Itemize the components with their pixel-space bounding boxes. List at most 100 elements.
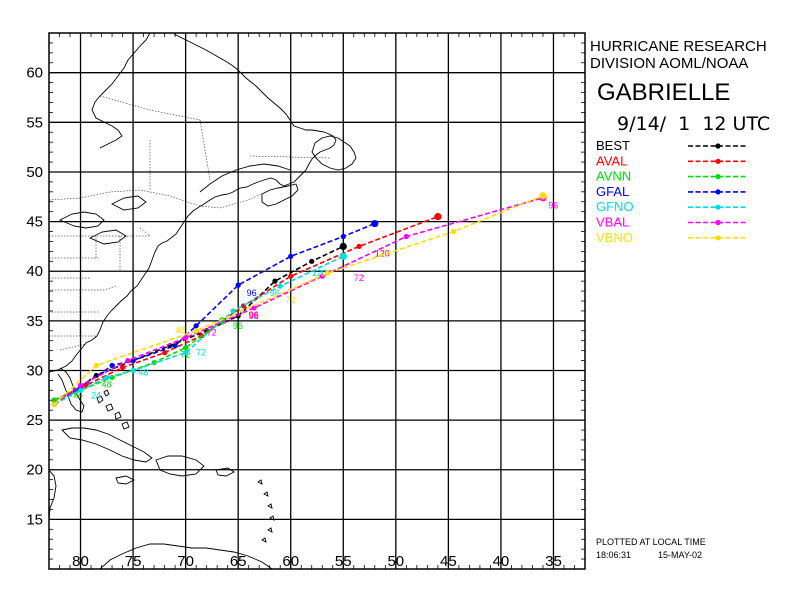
track-point [119,364,126,371]
st-lawrence-coastline [199,163,291,193]
forecast-hour-label: 48 [138,367,148,377]
track-point [51,401,57,407]
canada-province-boundaries [99,95,331,190]
forecast-hour-label: 96 [548,201,558,211]
track-line [53,255,344,405]
lon-tick-label: 45 [440,553,457,570]
track-point [183,345,189,351]
lat-tick-label: 20 [26,462,43,479]
track-endpoint [434,213,442,221]
forecast-hour-label: 24 [91,390,101,400]
legend-entry-vbal: VBAL [596,215,746,230]
forecast-hour-label: 72 [207,328,217,338]
forecast-hour-label: 96 [233,321,243,331]
lon-tick-label: 75 [125,553,142,570]
track-point [125,357,131,364]
track-point [77,382,84,388]
forecast-tracks: 96120244872969624487296120729672964872 [51,192,558,407]
lon-tick-label: 60 [282,553,299,570]
forecast-hour-label: 72 [285,295,295,305]
legend-marker [715,219,721,226]
legend-marker [715,189,721,195]
lon-tick-label: 55 [335,553,352,570]
track-point [183,335,189,341]
legend-label: GFNO [596,199,634,214]
track-point [193,323,199,329]
legend-entry-gfal: GFAL [596,184,746,199]
florida-coastline [57,367,85,413]
forecast-hour-label: 72 [354,273,364,283]
forecast-hour-label: 24 [73,389,83,399]
legend-entry-gfno: GFNO [596,199,746,214]
track-line [53,245,344,401]
legend-marker [715,143,721,149]
cuba-coastline [61,427,153,463]
track-point [288,273,294,279]
lat-tick-label: 50 [26,164,43,181]
track-point [51,397,57,403]
org-title-line1: HURRICANE RESEARCH [590,38,767,55]
bahamas-islands [96,389,130,430]
forecast-hour-label: 48 [175,325,185,335]
track-point [193,328,199,334]
lesser-antilles [257,479,275,543]
track-endpoint [371,219,379,228]
org-title-line2: DIVISION AOML/NOAA [590,55,748,72]
forecast-hour-label: 48 [102,379,112,389]
legend-marker [715,174,721,180]
track-point [230,308,236,314]
track-endpoint [539,192,547,200]
forecast-datetime: 9/14/ 1 12 UTC [617,113,770,135]
track-point [130,367,136,374]
track-point [130,357,136,364]
lon-tick-label: 65 [230,553,247,570]
coastline-layer [49,33,357,569]
forecast-hour-label: 96 [270,288,280,298]
lon-tick-label: 80 [72,553,89,570]
track-vbal: 72 96 72 96 [51,194,558,407]
lon-tick-label: 35 [545,553,562,570]
plot-time: 18:06:31 [596,550,631,560]
map-panel: 96120244872969624487296120729672964872 8… [26,32,586,570]
track-point [340,233,346,240]
forecast-hour-label: 120 [312,268,327,278]
track-point [288,253,294,259]
track-point [162,350,168,356]
labrador-coastline [91,33,151,149]
north-america-coastline [49,33,337,373]
legend-marker [715,235,721,241]
forecast-hour-label: 120 [375,248,390,258]
map-frame [48,32,586,570]
legend-marker [715,158,721,164]
legend-entry-aval: AVAL [596,153,746,168]
central-america-coastline [49,469,57,521]
jamaica-coastline [115,475,136,485]
lat-tick-label: 15 [26,511,43,528]
forecast-hour-label: 96 [249,310,259,320]
track-point [451,228,457,235]
nova-scotia-coastline [261,183,299,207]
lat-lon-grid [48,32,586,570]
legend-label: GFAL [596,184,629,199]
track-point [324,270,331,276]
track-line [53,197,544,405]
lon-tick-label: 50 [387,553,404,570]
lat-tick-label: 40 [26,263,43,280]
track-point [109,362,115,369]
track-point [356,243,362,250]
track-point [77,387,84,393]
hispaniola-coastline [155,455,205,477]
great-lakes-outline [58,195,147,245]
track-endpoint [339,242,347,251]
info-panel: HURRICANE RESEARCH DIVISION AOML/NOAA GA… [590,38,770,560]
lon-tick-label: 40 [493,553,510,570]
legend-label: VBAL [596,215,629,230]
lat-tick-label: 45 [26,214,43,231]
legend-entry-best: BEST [596,138,746,153]
lat-tick-label: 60 [26,65,43,82]
lat-tick-label: 25 [26,412,43,429]
track-point [172,343,178,349]
political-boundaries [49,95,331,351]
